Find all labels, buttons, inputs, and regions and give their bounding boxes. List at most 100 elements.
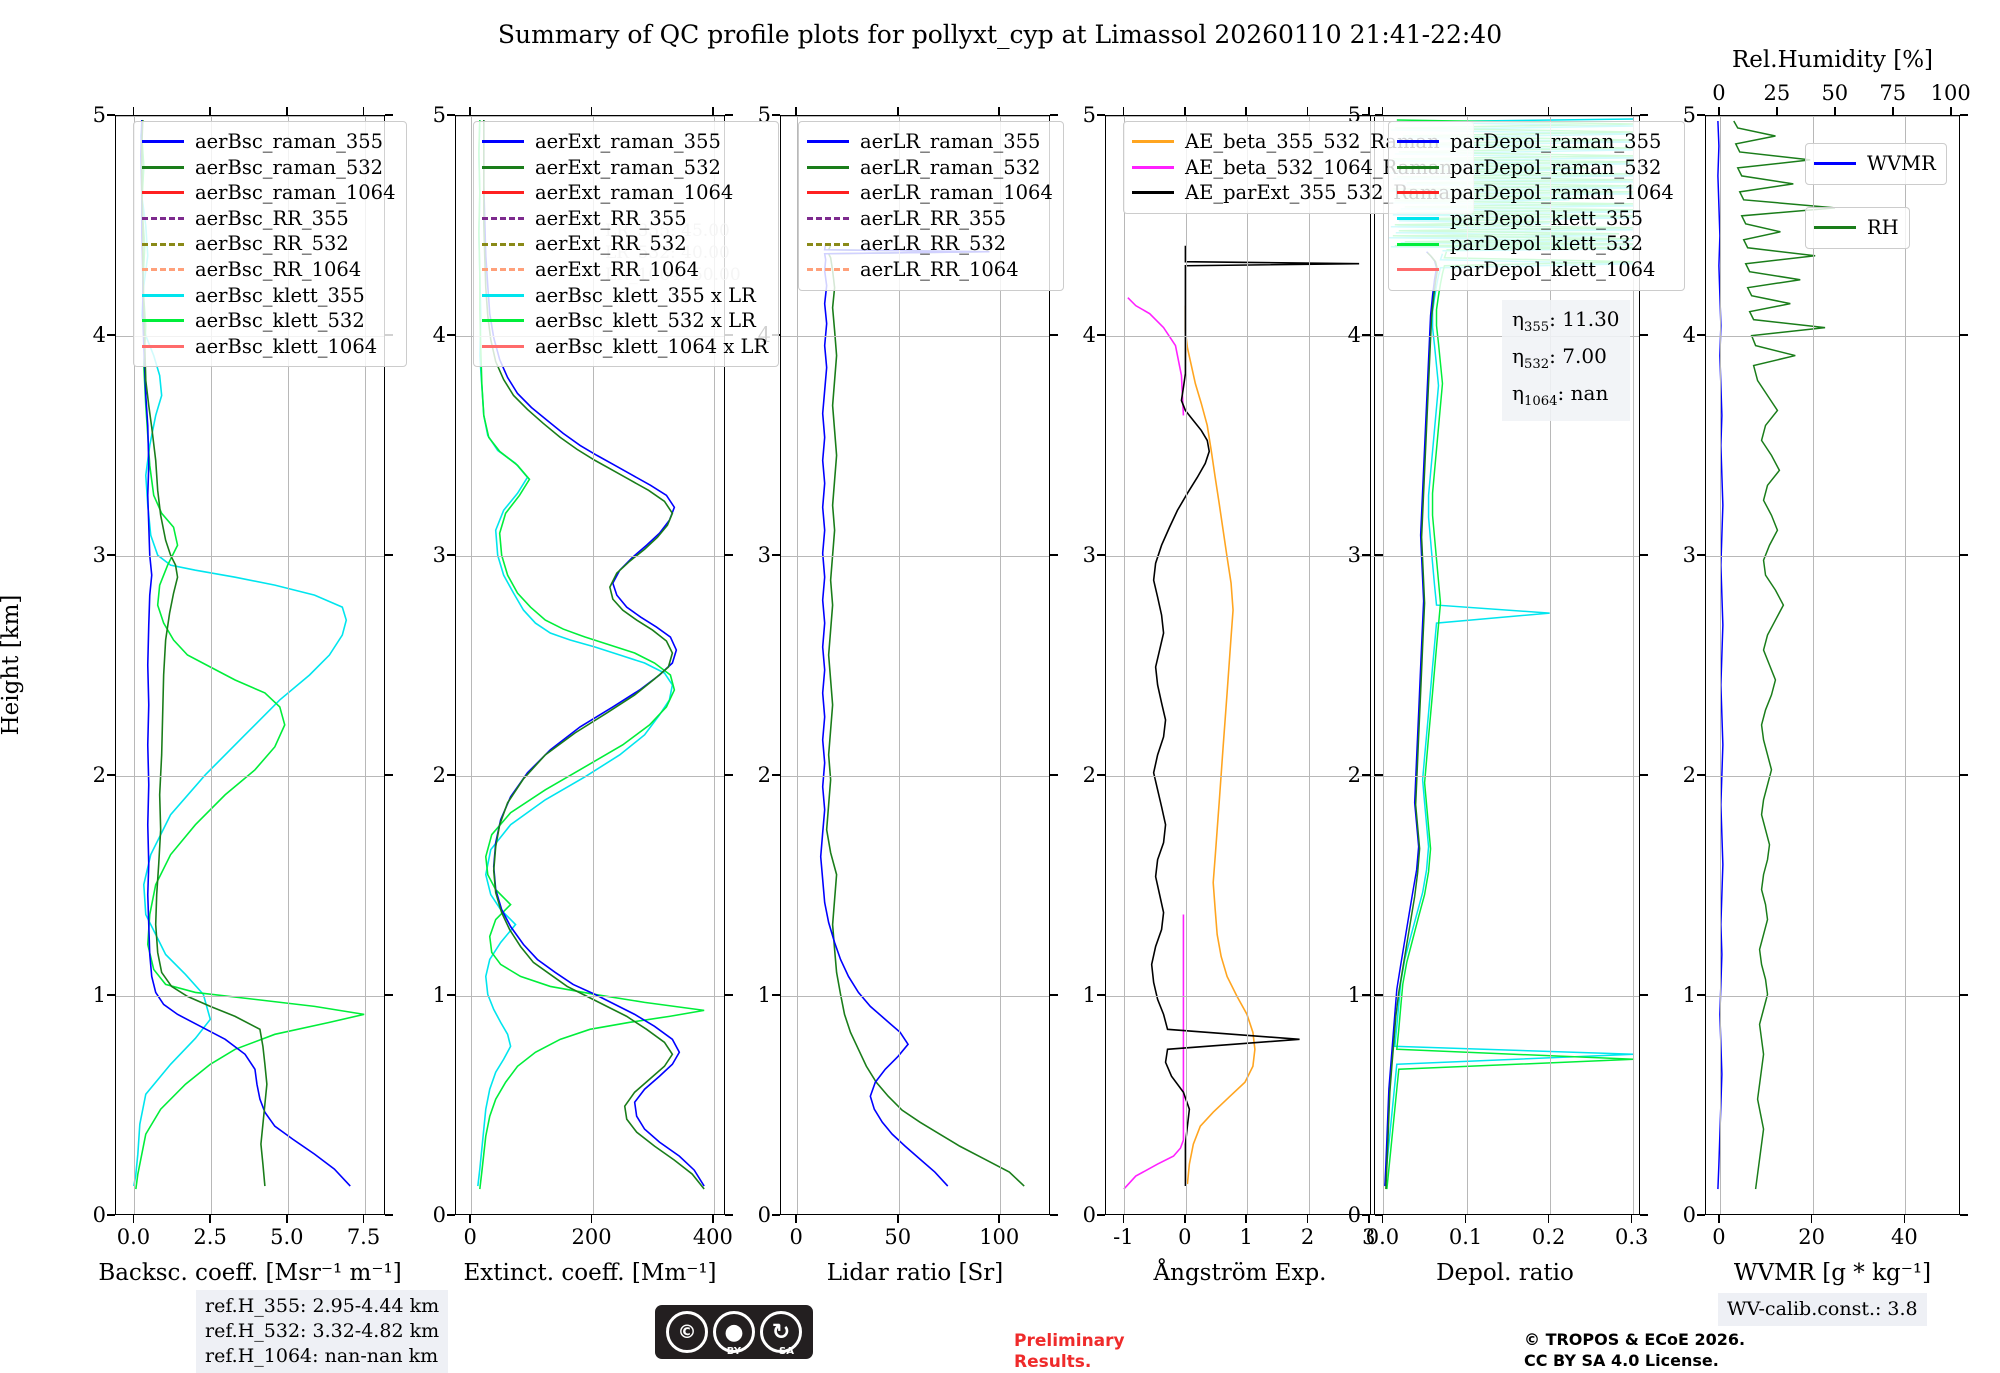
legend-item[interactable]: parDepol_klett_532 bbox=[1397, 231, 1674, 257]
legend-color-swatch bbox=[482, 140, 524, 144]
plot-area-depol-ratio bbox=[1370, 115, 1640, 1215]
legend-item[interactable]: aerLR_raman_1064 bbox=[807, 180, 1053, 206]
x-tick-label: 5.0 bbox=[270, 1225, 304, 1249]
panel-backscatter: Height [km] aerBsc_raman_355 aerBsc_raman… bbox=[0, 103, 407, 1286]
y-tick-label: 1 bbox=[92, 983, 106, 1007]
y-tick-mark bbox=[1097, 554, 1105, 556]
x-tick-label: 0 bbox=[789, 1225, 803, 1249]
ref-h-355: ref.H_355: 2.95-4.44 km bbox=[205, 1295, 440, 1317]
page-title: Summary of QC profile plots for pollyxt_… bbox=[497, 20, 1503, 49]
x-tick-mark bbox=[286, 107, 288, 115]
preliminary-line1: Preliminary bbox=[1014, 1331, 1125, 1351]
x-tick-label: -1 bbox=[1113, 1225, 1134, 1249]
legend-item[interactable]: aerLR_RR_532 bbox=[807, 231, 1053, 257]
legend-item[interactable]: parDepol_raman_532 bbox=[1397, 155, 1674, 181]
legend-item[interactable]: parDepol_klett_355 bbox=[1397, 206, 1674, 232]
legend-item[interactable]: aerBsc_RR_532 bbox=[142, 231, 396, 257]
legend-item[interactable]: aerBsc_klett_355 x LR bbox=[482, 283, 768, 309]
legend-item[interactable]: aerBsc_klett_1064 bbox=[142, 334, 396, 360]
legend-item[interactable]: WVMR bbox=[1814, 151, 1936, 177]
gridline-horizontal bbox=[456, 996, 724, 997]
legend-item[interactable]: aerLR_RR_1064 bbox=[807, 257, 1053, 283]
gridline-horizontal bbox=[1371, 996, 1639, 997]
y-tick-mark bbox=[1050, 334, 1058, 336]
legend-backscatter: aerBsc_raman_355 aerBsc_raman_532 aerBsc_r… bbox=[133, 121, 407, 368]
gridline-vertical bbox=[1383, 116, 1385, 1214]
legend-item[interactable]: AE_beta_532_1064_Raman bbox=[1132, 155, 1463, 181]
top-x-tick-label: 50 bbox=[1821, 81, 1849, 105]
plot-area-angstrom bbox=[1105, 115, 1375, 1215]
eta-annotation: η355: 11.30 η532: 7.00 η1064: nan bbox=[1502, 300, 1630, 421]
gridline-vertical bbox=[134, 116, 136, 1214]
legend-color-swatch bbox=[482, 268, 524, 272]
gridline-vertical bbox=[1632, 116, 1634, 1214]
y-tick-mark bbox=[1362, 334, 1370, 336]
legend-item[interactable]: aerExt_raman_355 bbox=[482, 129, 768, 155]
cc-license-badge[interactable]: © ● ↻ CC BY SA bbox=[655, 1305, 813, 1359]
legend-item[interactable]: aerBsc_klett_1064 x LR bbox=[482, 334, 768, 360]
y-tick-mark bbox=[107, 1214, 115, 1216]
gridline-vertical bbox=[211, 116, 213, 1214]
x-tick-label: 40 bbox=[1890, 1225, 1918, 1249]
gridline-horizontal bbox=[1371, 116, 1639, 117]
y-tick-mark bbox=[447, 1214, 455, 1216]
x-tick-mark bbox=[1464, 1215, 1467, 1223]
legend-color-swatch bbox=[482, 345, 524, 349]
legend-label: aerLR_raman_1064 bbox=[860, 181, 1053, 205]
legend-label: aerExt_raman_355 bbox=[535, 130, 721, 153]
legend-label: aerBsc_raman_1064 bbox=[195, 181, 396, 205]
legend-item[interactable]: parDepol_klett_1064 bbox=[1397, 257, 1674, 283]
legend-item[interactable]: aerBsc_raman_532 bbox=[142, 155, 396, 181]
y-tick-mark bbox=[1960, 774, 1968, 776]
legend-label: parDepol_raman_1064 bbox=[1450, 181, 1674, 205]
x-tick-mark bbox=[1381, 1215, 1384, 1223]
x-tick-label: 0.1 bbox=[1448, 1225, 1483, 1249]
legend-item[interactable]: aerBsc_raman_1064 bbox=[142, 180, 396, 206]
y-tick-mark bbox=[1375, 774, 1383, 776]
legend-label: parDepol_raman_532 bbox=[1450, 155, 1662, 179]
y-tick-label: 5 bbox=[92, 103, 106, 127]
legend-item[interactable]: aerExt_RR_355 bbox=[482, 206, 768, 232]
legend-item[interactable]: RH bbox=[1814, 215, 1899, 241]
legend-item[interactable]: aerBsc_klett_355 bbox=[142, 283, 396, 309]
legend-item[interactable]: parDepol_raman_1064 bbox=[1397, 180, 1674, 206]
x-tick-label: 400 bbox=[692, 1225, 733, 1249]
gridline-horizontal bbox=[1371, 556, 1639, 557]
y-tick-mark bbox=[772, 774, 780, 776]
legend-item[interactable]: aerExt_raman_1064 bbox=[482, 180, 768, 206]
legend-label: aerExt_RR_1064 bbox=[535, 257, 700, 281]
y-tick-label: 3 bbox=[757, 543, 771, 567]
gridline-horizontal bbox=[116, 996, 384, 997]
legend-item[interactable]: aerExt_RR_1064 bbox=[482, 257, 768, 283]
legend-color-swatch bbox=[482, 217, 524, 221]
eta-1064-value: nan bbox=[1570, 381, 1609, 405]
gridline-horizontal bbox=[1706, 336, 1959, 337]
y-tick-mark bbox=[1960, 334, 1968, 336]
legend-item[interactable]: aerLR_raman_355 bbox=[807, 129, 1053, 155]
x-tick-label: 0 bbox=[1178, 1225, 1192, 1249]
legend-item[interactable]: aerExt_raman_532 bbox=[482, 155, 768, 181]
legend-item[interactable]: parDepol_raman_355 bbox=[1397, 129, 1674, 155]
cc-icon: © bbox=[666, 1311, 708, 1353]
legend-item[interactable]: aerBsc_raman_355 bbox=[142, 129, 396, 155]
legend-item[interactable]: aerLR_raman_532 bbox=[807, 155, 1053, 181]
legend-color-swatch bbox=[142, 293, 184, 297]
legend-item[interactable]: aerLR_RR_355 bbox=[807, 206, 1053, 232]
x-tick-mark bbox=[1183, 1215, 1186, 1223]
legend-item[interactable]: aerBsc_RR_1064 bbox=[142, 257, 396, 283]
legend-color-swatch bbox=[482, 191, 524, 195]
legend-item[interactable]: aerBsc_RR_355 bbox=[142, 206, 396, 232]
legend-item[interactable]: aerBsc_klett_532 x LR bbox=[482, 308, 768, 334]
y-tick-mark bbox=[1697, 334, 1705, 336]
x-tick-mark bbox=[1381, 107, 1384, 115]
y-tick-mark bbox=[447, 994, 455, 996]
x-tick-label: 0.3 bbox=[1614, 1225, 1649, 1249]
y-tick-label: 2 bbox=[1682, 763, 1696, 787]
gridline-horizontal bbox=[116, 776, 384, 777]
y-tick-label: 2 bbox=[757, 763, 771, 787]
legend-item[interactable]: aerExt_RR_532 bbox=[482, 231, 768, 257]
legend-color-swatch bbox=[142, 319, 184, 323]
legend-item[interactable]: aerBsc_klett_532 bbox=[142, 308, 396, 334]
legend-item[interactable]: AE_beta_355_532_Raman bbox=[1132, 129, 1463, 155]
top-axis-label: Rel.Humidity [%] bbox=[1731, 47, 1934, 73]
